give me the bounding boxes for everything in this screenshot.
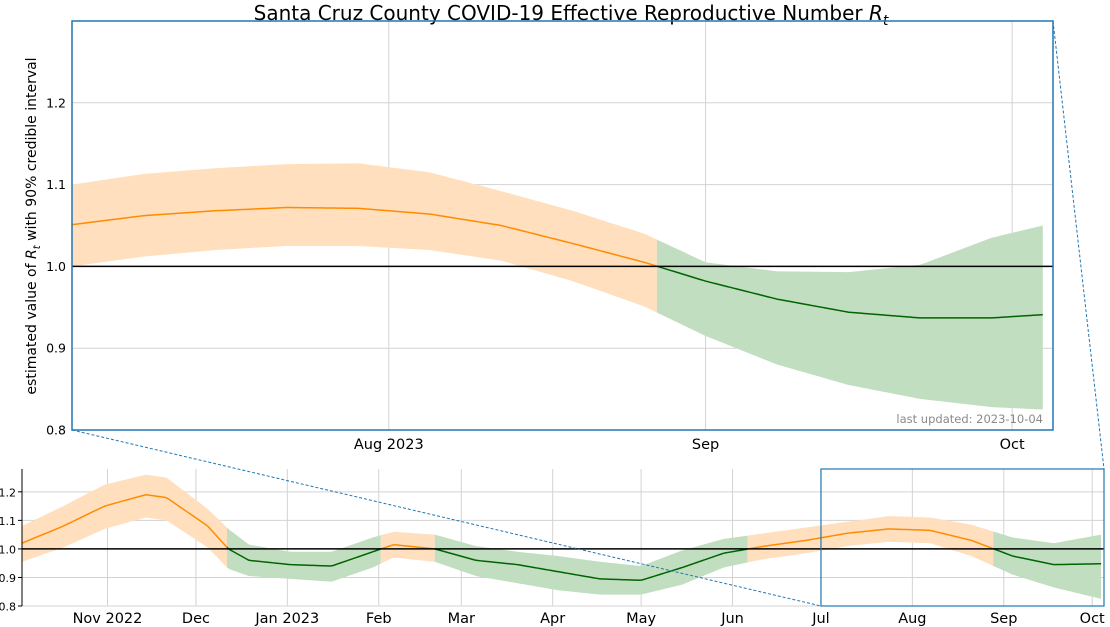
y-tick-label: 0.8 <box>46 423 66 438</box>
overview-series <box>22 474 1102 599</box>
chart-title: Santa Cruz County COVID-19 Effective Rep… <box>254 1 889 29</box>
rt-line-above <box>72 206 658 267</box>
credible-band-below <box>656 225 1043 410</box>
main-plot-panel: 0.8 0.9 1.0 1.1 1.2 Aug 2023 Sep Oct last update… <box>24 20 1054 453</box>
credible-band-above <box>22 474 228 568</box>
y-tick-label: 0.9 <box>46 341 66 356</box>
overview-plot-panel: 0.8 0.9 1.0 1.1 1.2 Nov 2022 Dec Jan 2023 Feb Mar… <box>0 468 1105 627</box>
y-tick-label: 1.1 <box>0 515 16 528</box>
y-tick-label: 1.0 <box>0 543 16 556</box>
rt-line-above <box>380 543 435 550</box>
credible-band-above <box>380 531 435 564</box>
last-updated-label: last updated: 2023-10-04 <box>896 412 1043 426</box>
rt-line-above <box>22 493 228 548</box>
zoom-connector-right <box>1052 20 1105 470</box>
main-panel-frame <box>71 20 1054 431</box>
rt-line-below <box>434 548 748 582</box>
zoom-connector-lines <box>71 20 1105 607</box>
y-axis-label: estimated value of Rt with 90% credible … <box>24 57 43 394</box>
credible-band-below <box>993 531 1102 599</box>
credible-band-above <box>747 516 994 566</box>
x-tick-label: Jun <box>720 611 744 627</box>
y-tick-label: 1.0 <box>46 259 66 274</box>
zoom-connector-left <box>71 429 822 607</box>
rt-line-below <box>656 265 1043 319</box>
x-tick-label: Dec <box>182 611 210 627</box>
x-tick-label: Aug <box>898 611 926 627</box>
y-tick-label: 1.2 <box>46 95 66 110</box>
y-tick-label: 1.2 <box>0 486 16 499</box>
main-series <box>72 163 1043 410</box>
y-tick-label: 0.8 <box>0 601 16 614</box>
x-tick-label: Oct <box>1000 437 1025 453</box>
rt-line-above <box>747 528 994 550</box>
y-tick-label: 1.1 <box>46 177 66 192</box>
x-tick-label: Feb <box>366 611 392 627</box>
credible-band-below <box>227 527 381 582</box>
credible-band-above <box>72 163 657 313</box>
x-tick-label: Oct <box>1080 611 1105 627</box>
x-tick-label: Aug 2023 <box>354 437 424 453</box>
x-tick-label: Sep <box>990 611 1017 627</box>
credible-band-below <box>434 534 748 595</box>
x-tick-label: Jan 2023 <box>254 611 319 627</box>
x-tick-label: Mar <box>448 611 475 627</box>
rt-line-below <box>992 547 1102 566</box>
y-tick-label: 0.9 <box>0 572 16 585</box>
x-tick-label: Sep <box>692 437 719 453</box>
rt-line-below <box>226 546 382 567</box>
x-tick-label: Nov 2022 <box>73 611 143 627</box>
x-tick-label: Jul <box>811 611 830 627</box>
x-tick-label: May <box>626 611 656 627</box>
x-tick-label: Apr <box>540 611 565 627</box>
zoom-window-rect <box>820 468 1105 607</box>
